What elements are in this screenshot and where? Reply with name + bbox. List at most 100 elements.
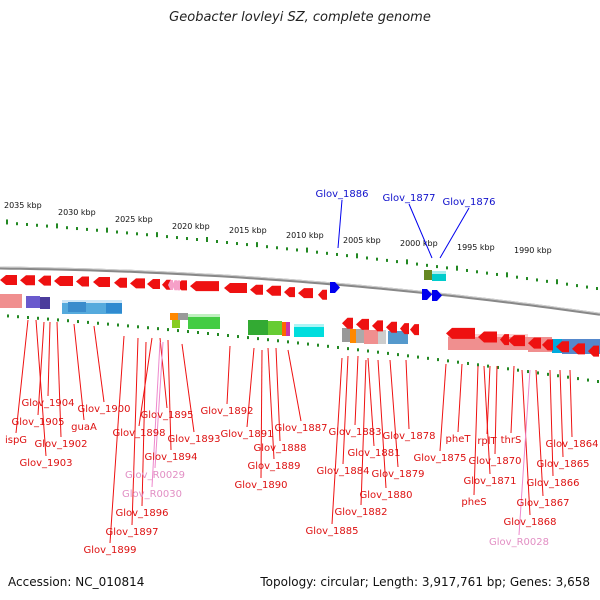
scale-tick-upper [476, 270, 478, 274]
gene-arrow-reverse [330, 282, 340, 293]
gene-arrow-forward [372, 320, 383, 332]
lower-gene-label: Glov_1867 [516, 498, 569, 509]
topology-text: Topology: circular; Length: 3,917,761 bp… [260, 575, 590, 589]
scale-tick-lower [77, 320, 79, 324]
lower-label-leader [226, 345, 231, 405]
gene-arrow-rna [168, 280, 173, 291]
feature-box [106, 303, 122, 313]
gene-arrow-forward [542, 339, 553, 351]
lower-label-leader [151, 341, 161, 488]
scale-tick-upper [376, 257, 378, 261]
scale-tick-upper [266, 245, 268, 249]
scale-tick-upper [416, 262, 418, 266]
lower-label-leader [360, 359, 367, 506]
scale-tick-lower [67, 319, 69, 323]
lower-gene-label: Glov_1893 [167, 434, 220, 445]
scale-tick-lower [377, 350, 379, 354]
scale-tick-label: 1995 kbp [457, 243, 495, 252]
backbone-line [0, 266, 600, 316]
lower-label-leader [367, 357, 375, 447]
gene-arrow-forward [38, 275, 51, 286]
scale-tick-lower [447, 359, 449, 363]
gene-arrow-forward [76, 276, 89, 287]
lower-gene-label: Glov_1896 [115, 508, 168, 519]
scale-tick-label: 1990 kbp [514, 246, 552, 255]
lower-gene-label: Glov_1878 [382, 431, 435, 442]
scale-tick-upper [516, 275, 518, 279]
lower-label-leader [141, 341, 147, 507]
lower-gene-label: Glov_1904 [21, 398, 74, 409]
scale-tick-label: 2010 kbp [286, 231, 324, 240]
scale-tick-label: 2030 kbp [58, 208, 96, 217]
scale-tick-upper [566, 282, 568, 286]
feature-box [388, 331, 408, 344]
scale-tick-upper [406, 259, 408, 265]
scale-tick-lower [57, 318, 59, 322]
gene-arrow-forward [54, 275, 73, 286]
scale-tick-lower [87, 320, 89, 324]
scale-tick-lower [297, 341, 299, 345]
feature-box [378, 330, 386, 344]
gene-arrow-forward [20, 275, 35, 286]
genome-backbone [0, 266, 600, 316]
scale-tick-lower [177, 329, 179, 333]
scale-tick-lower [457, 360, 459, 364]
scale-tick-lower [227, 334, 229, 338]
scale-tick-lower [117, 323, 119, 327]
lower-gene-label: Glov_1871 [463, 476, 516, 487]
feature-box [342, 328, 352, 342]
lower-gene-label: Glov_1888 [253, 443, 306, 454]
gene-arrow-forward [114, 277, 127, 288]
upper-gene-labels: Glov_1886 Glov_1877 Glov_1876 [315, 189, 495, 208]
scale-tick-upper [556, 279, 558, 285]
scale-tick-lower [337, 345, 339, 349]
lower-label-leader [15, 319, 29, 434]
lower-label-leader [535, 369, 544, 497]
lower-label-leader [342, 355, 349, 465]
gene-arrow-forward [572, 343, 585, 355]
scale-tick-lower [477, 363, 479, 367]
scale-tick-upper [116, 230, 118, 234]
scale-tick-upper [386, 258, 388, 262]
scale-tick-label: 2000 kbp [400, 239, 438, 248]
lower-gene-label: Glov_1885 [305, 526, 358, 537]
scale-tick-lower [367, 349, 369, 353]
gene-arrow-forward [386, 321, 397, 333]
lower-gene-label: Glov_R0030 [122, 489, 182, 500]
lower-gene-label: Glov_1891 [220, 429, 273, 440]
scale-tick-upper [306, 247, 308, 253]
feature-box [268, 321, 282, 335]
lower-gene-label: Glov_1899 [83, 545, 136, 556]
feature-box [188, 314, 220, 329]
scale-tick-lower [597, 380, 599, 384]
scale-tick-lower [247, 336, 249, 340]
gene-arrow-rna [175, 280, 180, 291]
scale-tick-lower [427, 356, 429, 360]
feature-box [68, 302, 86, 312]
lower-gene-label: ispG [5, 435, 27, 446]
lower-gene-label: Glov_1905 [11, 417, 64, 428]
feature-box [424, 270, 432, 280]
lower-gene-label: Glov_1875 [413, 453, 466, 464]
scale-tick-lower [317, 343, 319, 347]
feature-box [282, 322, 288, 336]
scale-tick-lower [397, 353, 399, 357]
lower-gene-labels: Glov_1904 Glov_1905 ispG Glov_1902 Glov_1903… [5, 398, 599, 556]
lower-gene-label: Glov_1890 [234, 480, 287, 491]
scale-tick-lower [467, 361, 469, 365]
lower-label-leader [260, 349, 263, 479]
feature-box [40, 297, 50, 309]
lower-label-leader [56, 321, 62, 438]
scale-tick-upper [446, 266, 448, 270]
scale-tick-lower [357, 348, 359, 352]
lower-gene-label: Glov_1892 [200, 406, 253, 417]
feature-box [350, 329, 356, 343]
lower-label-leader [275, 347, 281, 442]
scale-tick-lower [537, 371, 539, 375]
scale-tick-upper [86, 227, 88, 231]
scale-tick-lower [507, 367, 509, 371]
lower-gene-label: Glov_1900 [77, 404, 130, 415]
lower-gene-label: Glov_1903 [19, 458, 72, 469]
lower-label-leader [494, 365, 498, 455]
upper-gene-label: Glov_1886 [315, 189, 368, 200]
